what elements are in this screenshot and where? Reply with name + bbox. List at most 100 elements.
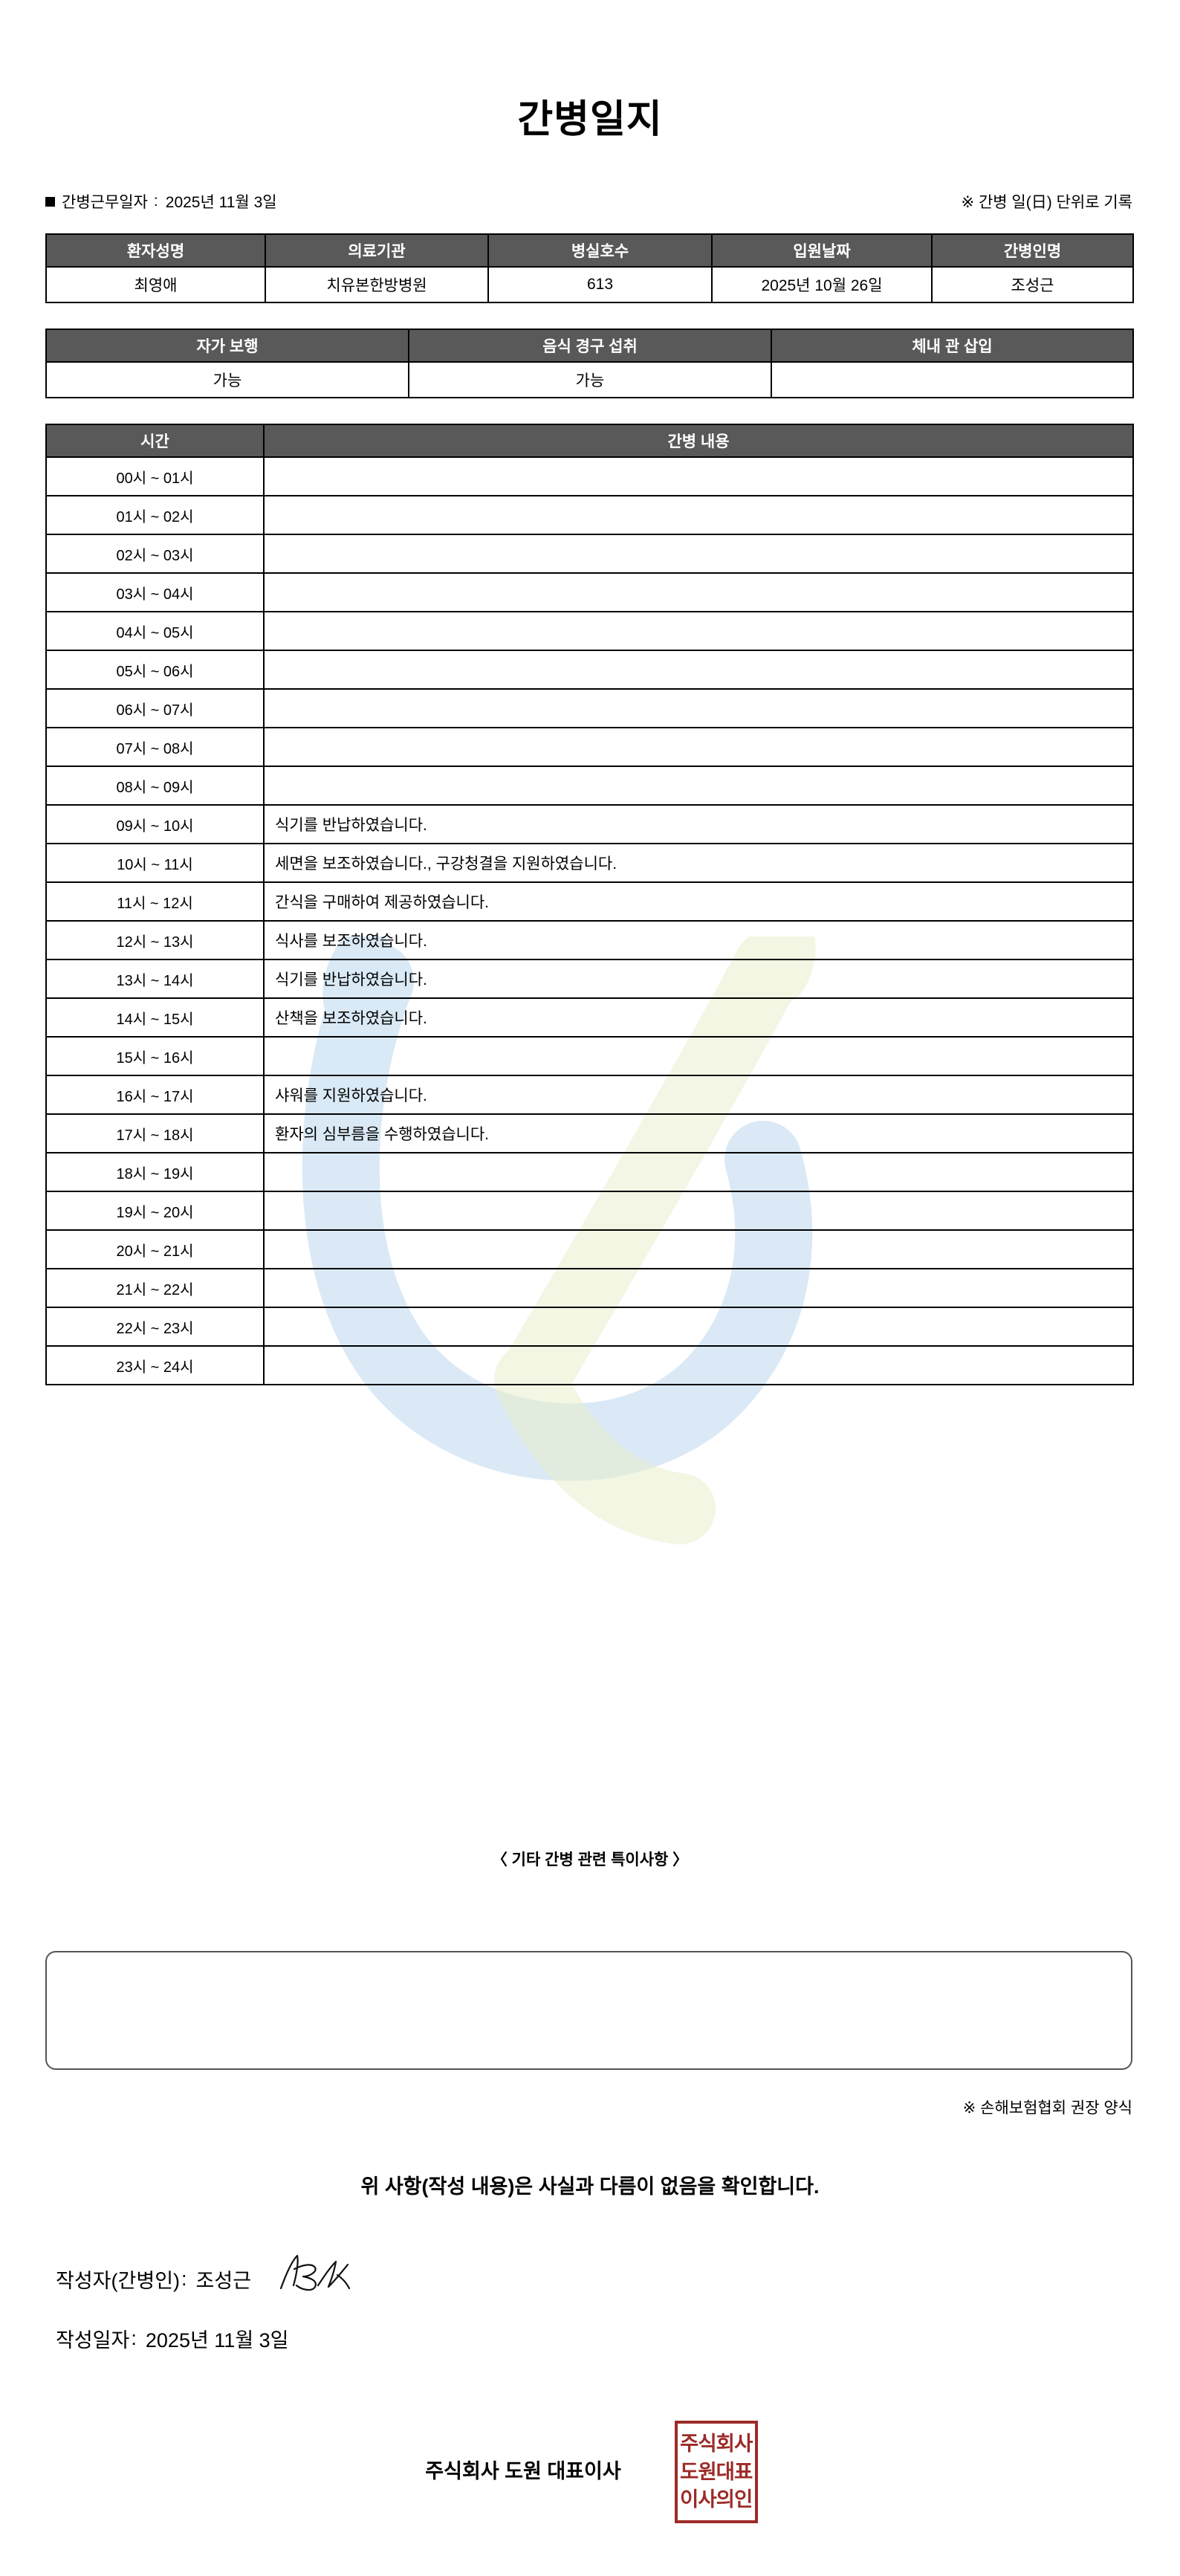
time-slot-cell: 19시 ~ 20시 — [45, 1191, 265, 1231]
table-row: 05시 ~ 06시 — [45, 650, 1134, 690]
care-note-cell[interactable]: 식기를 반납하였습니다. — [263, 959, 1134, 999]
care-note-cell[interactable] — [263, 456, 1134, 496]
table-row: 10시 ~ 11시 세면을 보조하였습니다., 구강청결을 지원하였습니다. — [45, 843, 1134, 883]
table-row: 02시 ~ 03시 — [45, 534, 1134, 574]
time-slot-cell: 02시 ~ 03시 — [45, 534, 265, 574]
th-patient-name: 환자성명 — [45, 233, 266, 268]
time-slot-cell: 16시 ~ 17시 — [45, 1075, 265, 1115]
confirmation-statement: 위 사항(작성 내용)은 사실과 다름이 없음을 확인합니다. — [360, 2175, 820, 2198]
time-slot-cell: 10시 ~ 11시 — [45, 843, 265, 883]
care-note-cell[interactable]: 식기를 반납하였습니다. — [263, 804, 1134, 844]
table-header-row: 환자성명 의료기관 병실호수 입원날짜 간병인명 — [45, 233, 1134, 268]
handwritten-signature-icon — [272, 2250, 354, 2296]
td-room-number: 613 — [487, 266, 713, 303]
seal-line-2: 도원대표 — [680, 2460, 753, 2483]
table-row: 14시 ~ 15시 산책을 보조하였습니다. — [45, 997, 1134, 1038]
seal-line-1: 주식회사 — [680, 2433, 753, 2456]
writer-signature-row: 작성자(간병인) : 조성근 — [56, 2254, 354, 2302]
time-slot-cell: 08시 ~ 09시 — [45, 766, 265, 806]
care-note-cell[interactable] — [263, 534, 1134, 574]
care-note-cell[interactable]: 간식을 구매하여 제공하였습니다. — [263, 881, 1134, 922]
writing-date-value: 2025년 11월 3일 — [145, 2329, 289, 2352]
bullet-square-icon — [45, 196, 55, 207]
care-note-cell[interactable]: 샤워를 지원하였습니다. — [263, 1075, 1134, 1115]
table-row: 가능 가능 — [45, 361, 1134, 398]
care-note-cell[interactable] — [263, 611, 1134, 651]
table-row: 12시 ~ 13시 식사를 보조하였습니다. — [45, 920, 1134, 960]
td-caregiver-name: 조성근 — [931, 266, 1134, 303]
table-header-row: 시간 간병 내용 — [45, 424, 1134, 458]
th-oral-intake: 음식 경구 섭취 — [408, 329, 772, 363]
company-name: 주식회사 도원 대표이사 — [425, 2460, 621, 2482]
care-note-cell[interactable] — [263, 1345, 1134, 1385]
td-medical-institution: 치유본한방병원 — [265, 266, 489, 303]
time-slot-cell: 15시 ~ 16시 — [45, 1036, 265, 1076]
time-slot-cell: 03시 ~ 04시 — [45, 572, 265, 612]
table-row: 01시 ~ 02시 — [45, 495, 1134, 535]
work-date-label: 간병근무일자 — [62, 194, 148, 211]
hourly-rows-body: 00시 ~ 01시 01시 ~ 02시 02시 ~ 03시 03시 ~ 04시 04시 … — [45, 456, 1134, 1385]
th-internal-tube: 체내 관 삽입 — [771, 329, 1134, 363]
th-self-ambulation: 자가 보행 — [45, 329, 409, 363]
writing-date-row: 작성일자 : 2025년 11월 3일 — [56, 2324, 289, 2353]
patient-ability-table: 자가 보행 음식 경구 섭취 체내 관 삽입 가능 가능 — [45, 329, 1134, 398]
table-row: 11시 ~ 12시 간식을 구매하여 제공하였습니다. — [45, 881, 1134, 922]
meta-row: 간병근무일자 : 2025년 11월 3일 ※ 간병 일(日) 단위로 기록 — [45, 190, 1132, 213]
th-time: 시간 — [45, 424, 265, 458]
time-slot-cell: 12시 ~ 13시 — [45, 920, 265, 960]
time-slot-cell: 13시 ~ 14시 — [45, 959, 265, 999]
care-note-cell[interactable]: 식사를 보조하였습니다. — [263, 920, 1134, 960]
time-slot-cell: 23시 ~ 24시 — [45, 1345, 265, 1385]
care-note-cell[interactable] — [263, 688, 1134, 728]
table-row: 17시 ~ 18시 환자의 심부름을 수행하였습니다. — [45, 1113, 1134, 1153]
care-note-cell[interactable] — [263, 1152, 1134, 1192]
table-row: 07시 ~ 08시 — [45, 727, 1134, 767]
care-note-cell[interactable] — [263, 1191, 1134, 1231]
time-slot-cell: 14시 ~ 15시 — [45, 997, 265, 1038]
writing-date-colon: : — [131, 2327, 137, 2349]
care-note-cell[interactable] — [263, 495, 1134, 535]
table-row: 00시 ~ 01시 — [45, 456, 1134, 496]
record-unit-note: ※ 간병 일(日) 단위로 기록 — [961, 194, 1132, 211]
time-slot-cell: 00시 ~ 01시 — [45, 456, 265, 496]
care-note-cell[interactable] — [263, 1307, 1134, 1347]
remarks-textbox[interactable] — [45, 1951, 1132, 2070]
table-row: 22시 ~ 23시 — [45, 1307, 1134, 1347]
table-row: 18시 ~ 19시 — [45, 1152, 1134, 1192]
td-patient-name: 최영애 — [45, 266, 266, 303]
time-slot-cell: 05시 ~ 06시 — [45, 650, 265, 690]
care-note-cell[interactable] — [263, 766, 1134, 806]
th-caregiver-name: 간병인명 — [931, 233, 1134, 268]
writer-name: 조성근 — [195, 2269, 252, 2292]
time-slot-cell: 22시 ~ 23시 — [45, 1307, 265, 1347]
table-row: 최영애 치유본한방병원 613 2025년 10월 26일 조성근 — [45, 266, 1134, 303]
care-note-cell[interactable] — [263, 1229, 1134, 1269]
patient-info-table: 환자성명 의료기관 병실호수 입원날짜 간병인명 최영애 치유본한방병원 613… — [45, 233, 1134, 303]
care-note-cell[interactable] — [263, 1268, 1134, 1308]
time-slot-cell: 01시 ~ 02시 — [45, 495, 265, 535]
company-seal-stamp: 주식회사 도원대표 이사의인 — [675, 2421, 758, 2523]
care-note-cell[interactable] — [263, 727, 1134, 767]
work-date-colon: : — [153, 192, 158, 210]
th-medical-institution: 의료기관 — [265, 233, 489, 268]
care-note-cell[interactable]: 세면을 보조하였습니다., 구강청결을 지원하였습니다. — [263, 843, 1134, 883]
table-row: 15시 ~ 16시 — [45, 1036, 1134, 1076]
care-note-cell[interactable] — [263, 572, 1134, 612]
care-note-cell[interactable] — [263, 1036, 1134, 1076]
care-note-cell[interactable]: 산책을 보조하였습니다. — [263, 997, 1134, 1038]
hourly-care-table: 시간 간병 내용 00시 ~ 01시 01시 ~ 02시 02시 ~ 03시 03시 … — [45, 424, 1134, 1385]
table-row: 08시 ~ 09시 — [45, 766, 1134, 806]
table-header-row: 자가 보행 음식 경구 섭취 체내 관 삽입 — [45, 329, 1134, 363]
th-care-content: 간병 내용 — [263, 424, 1134, 458]
writing-date-label: 작성일자 — [56, 2329, 130, 2352]
work-date-value: 2025년 11월 3일 — [165, 194, 277, 211]
td-admission-date: 2025년 10월 26일 — [711, 266, 933, 303]
time-slot-cell: 09시 ~ 10시 — [45, 804, 265, 844]
care-note-cell[interactable]: 환자의 심부름을 수행하였습니다. — [263, 1113, 1134, 1153]
time-slot-cell: 06시 ~ 07시 — [45, 688, 265, 728]
work-date-group: 간병근무일자 : 2025년 11월 3일 — [45, 190, 277, 213]
table-row: 04시 ~ 05시 — [45, 611, 1134, 651]
care-note-cell[interactable] — [263, 650, 1134, 690]
table-row: 06시 ~ 07시 — [45, 688, 1134, 728]
